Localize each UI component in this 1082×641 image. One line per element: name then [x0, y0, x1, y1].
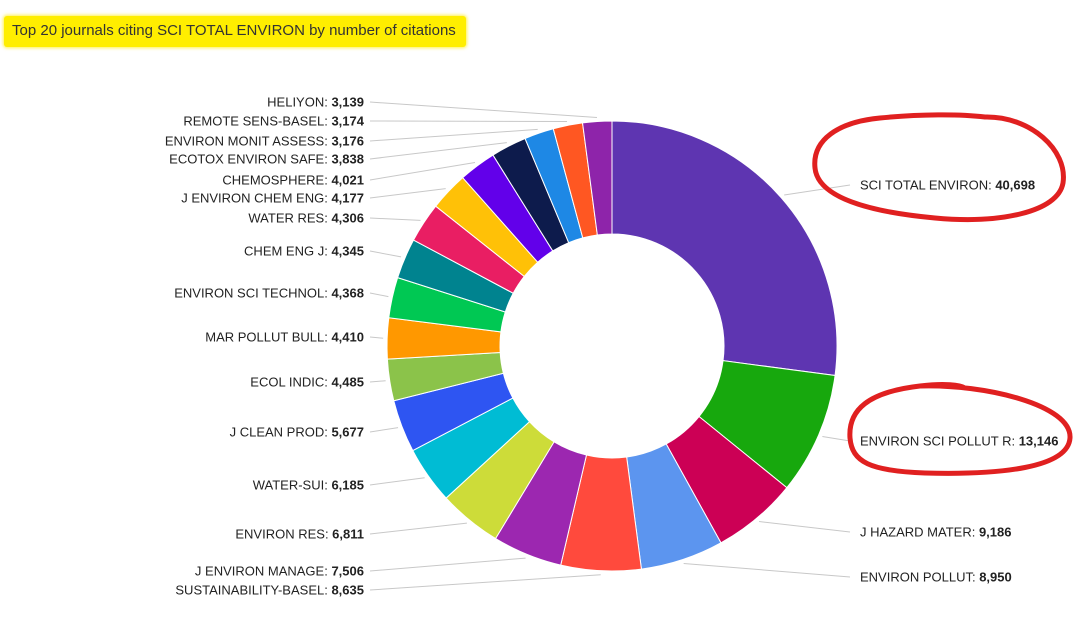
slice-label-sci-total-environ: SCI TOTAL ENVIRON: 40,698: [860, 178, 1035, 193]
leader-lines: [369, 101, 851, 591]
leader-line-j-environ-chem-eng: [369, 188, 446, 199]
slice-label-mar-pollut-bull: MAR POLLUT BULL: 4,410: [205, 330, 364, 345]
chart-title-highlight: Top 20 journals citing SCI TOTAL ENVIRON…: [4, 16, 466, 47]
slice-label-environ-monit-assess: ENVIRON MONIT ASSESS: 3,176: [165, 134, 364, 149]
leader-line-environ-sci-technol: [369, 292, 389, 298]
slice-label-ecotox-environ-safe: ECOTOX ENVIRON SAFE: 3,838: [169, 152, 364, 167]
slice-label-environ-sci-pollut-r: ENVIRON SCI POLLUT R: 13,146: [860, 434, 1058, 449]
slice-label-ecol-indic: ECOL INDIC: 4,485: [250, 375, 364, 390]
slice-sci-total-environ[interactable]: [611, 120, 838, 377]
leader-line-environ-res: [369, 522, 467, 535]
leader-line-j-environ-manage: [369, 557, 526, 572]
leader-line-mar-pollut-bull: [369, 336, 384, 339]
donut-slices: [386, 120, 838, 572]
leader-line-chemosphere: [369, 162, 476, 181]
slice-label-chem-eng-j: CHEM ENG J: 4,345: [244, 244, 364, 259]
slice-label-chemosphere: CHEMOSPHERE: 4,021: [222, 173, 364, 188]
leader-line-environ-sci-pollut-r: [822, 435, 851, 442]
leader-line-j-hazard-mater: [759, 521, 851, 533]
chart-title: Top 20 journals citing SCI TOTAL ENVIRON…: [12, 22, 456, 39]
leader-line-sci-total-environ: [784, 184, 851, 196]
highlight-circle-sci-total-environ: [812, 112, 1066, 222]
slice-label-j-environ-chem-eng: J ENVIRON CHEM ENG: 4,177: [181, 191, 364, 206]
leader-line-heliyon: [369, 101, 598, 118]
leader-line-environ-pollut: [683, 562, 851, 578]
slice-label-water-sui: WATER-SUI: 6,185: [253, 478, 364, 493]
slice-heliyon[interactable]: [581, 120, 613, 236]
slice-label-j-hazard-mater: J HAZARD MATER: 9,186: [860, 525, 1011, 540]
slice-label-environ-sci-technol: ENVIRON SCI TECHNOL: 4,368: [174, 286, 364, 301]
highlight-circle-environ-sci-pollut-r: [847, 382, 1073, 476]
leader-line-ecotox-environ-safe: [369, 142, 507, 160]
slice-label-environ-pollut: ENVIRON POLLUT: 8,950: [860, 570, 1012, 585]
slice-label-j-environ-manage: J ENVIRON MANAGE: 7,506: [195, 564, 364, 579]
slice-label-remote-sens-basel: REMOTE SENS-BASEL: 3,174: [183, 114, 364, 129]
leader-line-water-sui: [369, 477, 425, 486]
leader-line-water-res: [369, 217, 421, 221]
leader-line-chem-eng-j: [369, 250, 402, 258]
slice-labels: SCI TOTAL ENVIRON: 40,698 ENVIRON SCI POL…: [165, 95, 1059, 598]
slice-label-environ-res: ENVIRON RES: 6,811: [235, 527, 364, 542]
slice-label-water-res: WATER RES: 4,306: [248, 211, 364, 226]
slice-label-j-clean-prod: J CLEAN PROD: 5,677: [230, 425, 364, 440]
leader-line-ecol-indic: [369, 380, 386, 383]
leader-line-environ-monit-assess: [369, 128, 538, 142]
leader-line-sustainability-basel: [369, 574, 601, 591]
slice-label-sustainability-basel: SUSTAINABILITY-BASEL: 8,635: [175, 583, 364, 598]
highlight-marks: [812, 112, 1073, 476]
slice-label-heliyon: HELIYON: 3,139: [267, 95, 364, 110]
leader-line-j-clean-prod: [369, 427, 399, 433]
